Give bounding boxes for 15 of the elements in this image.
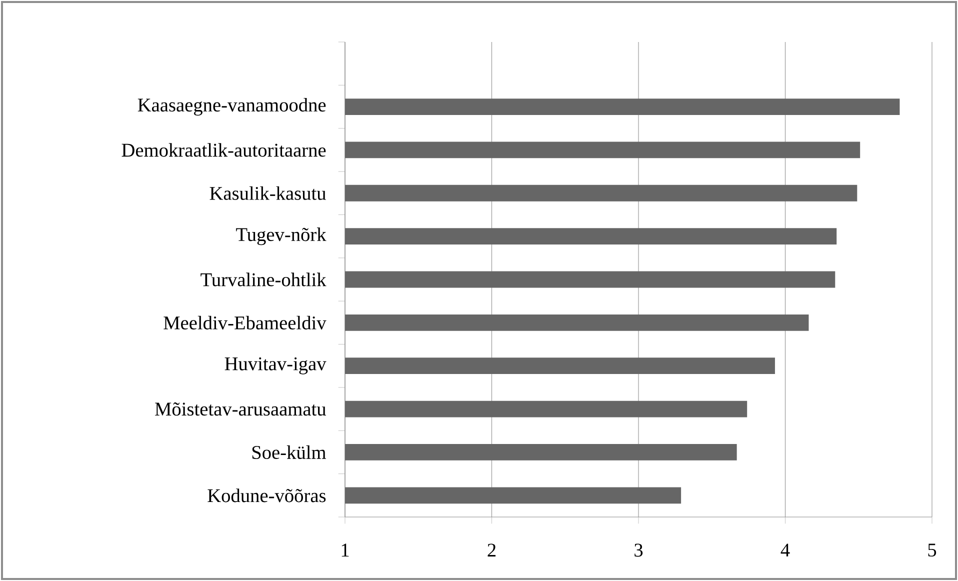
y-tick-label: Kasulik-kasutu bbox=[210, 186, 326, 200]
y-tick-label: Soe-külm bbox=[252, 445, 326, 460]
y-tick-label: Kaasaegne-vanamoodne bbox=[138, 98, 326, 116]
x-tick-label: 1 bbox=[342, 544, 349, 556]
x-tick-label: 5 bbox=[928, 544, 936, 557]
y-tick-label: Demokraatlik-autoritaarne bbox=[122, 143, 326, 157]
x-tick-label: 4 bbox=[780, 544, 790, 556]
y-tick-label: Mõistetav-arusaamatu bbox=[155, 402, 326, 416]
y-tick-label: Turvaline-ohtlik bbox=[200, 272, 326, 286]
y-tick-label: Tugev-nõrk bbox=[236, 228, 326, 246]
y-tick-label: Huvitav-igav bbox=[224, 357, 326, 374]
x-tick-label: 2 bbox=[488, 544, 496, 556]
x-tick-label: 3 bbox=[634, 544, 643, 557]
y-tick-label: Kodune-võõras bbox=[208, 488, 326, 502]
y-tick-label: Meeldiv-Ebameeldiv bbox=[164, 316, 326, 330]
